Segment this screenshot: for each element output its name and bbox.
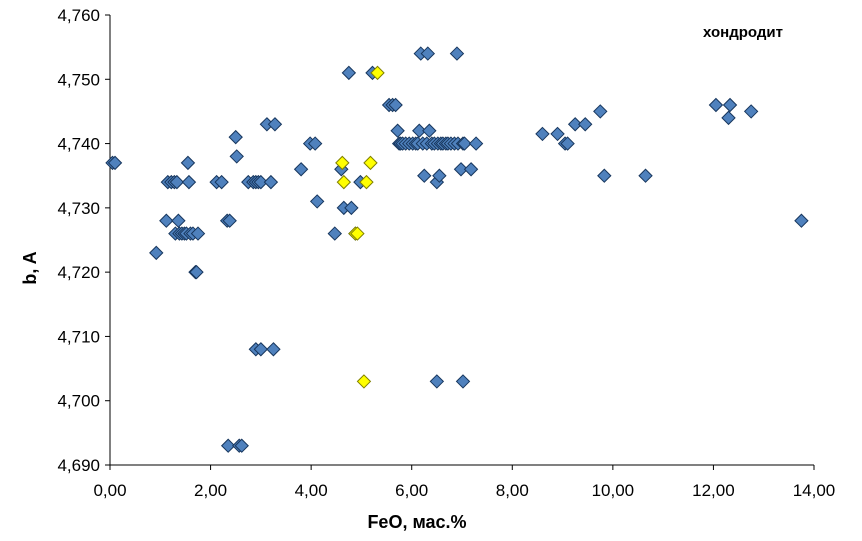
y-tick-label: 4,740	[57, 135, 100, 154]
data-point-yellow	[336, 174, 352, 190]
data-point-blue	[420, 46, 436, 61]
x-tick-label: 10,00	[592, 481, 635, 500]
data-point-blue	[455, 374, 471, 389]
data-point-blue	[390, 123, 405, 138]
data-point-yellow	[350, 226, 365, 241]
data-point-blue	[222, 213, 237, 228]
data-point-blue	[149, 245, 164, 261]
data-point-blue	[263, 174, 279, 190]
data-point-blue	[341, 65, 357, 81]
data-point-blue	[307, 136, 323, 151]
x-axis-title: FeO, мас.%	[367, 512, 466, 532]
y-axis-ticks: 4,690 4,700 4,710 4,720 4,730 4,740 4,750 4,760	[57, 6, 110, 475]
data-point-blue	[794, 213, 809, 228]
y-tick-label: 4,710	[57, 327, 100, 346]
y-tick-label: 4,750	[57, 70, 100, 89]
y-tick-label: 4,720	[57, 263, 100, 282]
data-point-blue	[228, 129, 243, 145]
data-point-blue	[229, 149, 244, 164]
x-tick-label: 2,00	[194, 481, 227, 500]
data-point-blue	[429, 374, 445, 389]
data-point-blue	[189, 264, 204, 280]
data-point-blue	[743, 104, 759, 119]
data-point-blue	[721, 110, 736, 126]
x-tick-label: 14,00	[793, 481, 836, 500]
y-tick-label: 4,730	[57, 199, 100, 218]
data-point-blue	[577, 117, 593, 132]
data-point-blue	[180, 155, 196, 171]
data-point-blue	[171, 213, 186, 228]
data-point-blue	[638, 168, 653, 183]
data-point-blue	[266, 342, 281, 357]
data-point-blue	[457, 136, 472, 151]
data-point-blue	[449, 46, 465, 61]
data-point-blue	[432, 168, 447, 183]
y-tick-label: 4,700	[57, 392, 100, 411]
data-point-blue	[535, 126, 550, 142]
y-tick-label: 4,760	[57, 6, 100, 25]
y-tick-label: 4,690	[57, 456, 100, 475]
data-point-blue	[327, 226, 342, 241]
data-point-blue	[593, 104, 608, 119]
data-point-blue	[309, 194, 325, 209]
data-point-blue	[181, 174, 197, 190]
data-point-yellow	[370, 65, 385, 81]
data-point-blue	[463, 162, 479, 177]
data-points	[105, 46, 809, 453]
x-tick-label: 4,00	[295, 481, 328, 500]
data-point-yellow	[359, 174, 374, 190]
data-point-blue	[412, 123, 427, 138]
data-point-blue	[722, 97, 738, 113]
data-point-blue	[708, 97, 724, 113]
data-point-blue	[422, 123, 437, 138]
x-tick-label: 8,00	[496, 481, 529, 500]
data-point-blue	[453, 162, 469, 177]
data-point-blue	[159, 213, 174, 228]
data-point-blue	[234, 438, 249, 453]
data-point-blue	[220, 438, 236, 453]
data-point-blue	[550, 126, 565, 142]
data-point-blue	[560, 136, 575, 151]
x-axis-ticks: 0,00 2,00 4,00 6,00 8,00 10,00 12,00 14,00	[93, 465, 835, 500]
data-point-blue	[597, 168, 612, 183]
data-point-blue	[388, 97, 403, 113]
data-point-blue	[253, 342, 269, 357]
data-point-blue	[344, 200, 359, 216]
x-tick-label: 0,00	[93, 481, 126, 500]
y-axis-title: b, A	[20, 251, 40, 284]
data-point-blue	[169, 174, 185, 190]
data-point-blue	[267, 117, 283, 132]
data-point-blue	[253, 174, 269, 190]
data-point-blue	[567, 117, 583, 132]
x-tick-label: 12,00	[692, 481, 735, 500]
data-point-blue	[468, 136, 484, 151]
data-point-blue	[107, 155, 123, 171]
data-point-blue	[417, 168, 432, 183]
chart-annotation: хондродит	[703, 24, 783, 41]
x-tick-label: 6,00	[395, 481, 428, 500]
data-point-blue	[293, 162, 309, 177]
data-point-blue	[214, 174, 229, 190]
data-point-yellow	[356, 374, 372, 389]
data-point-yellow	[363, 155, 378, 171]
data-point-yellow	[335, 155, 350, 171]
data-point-blue	[190, 226, 206, 241]
